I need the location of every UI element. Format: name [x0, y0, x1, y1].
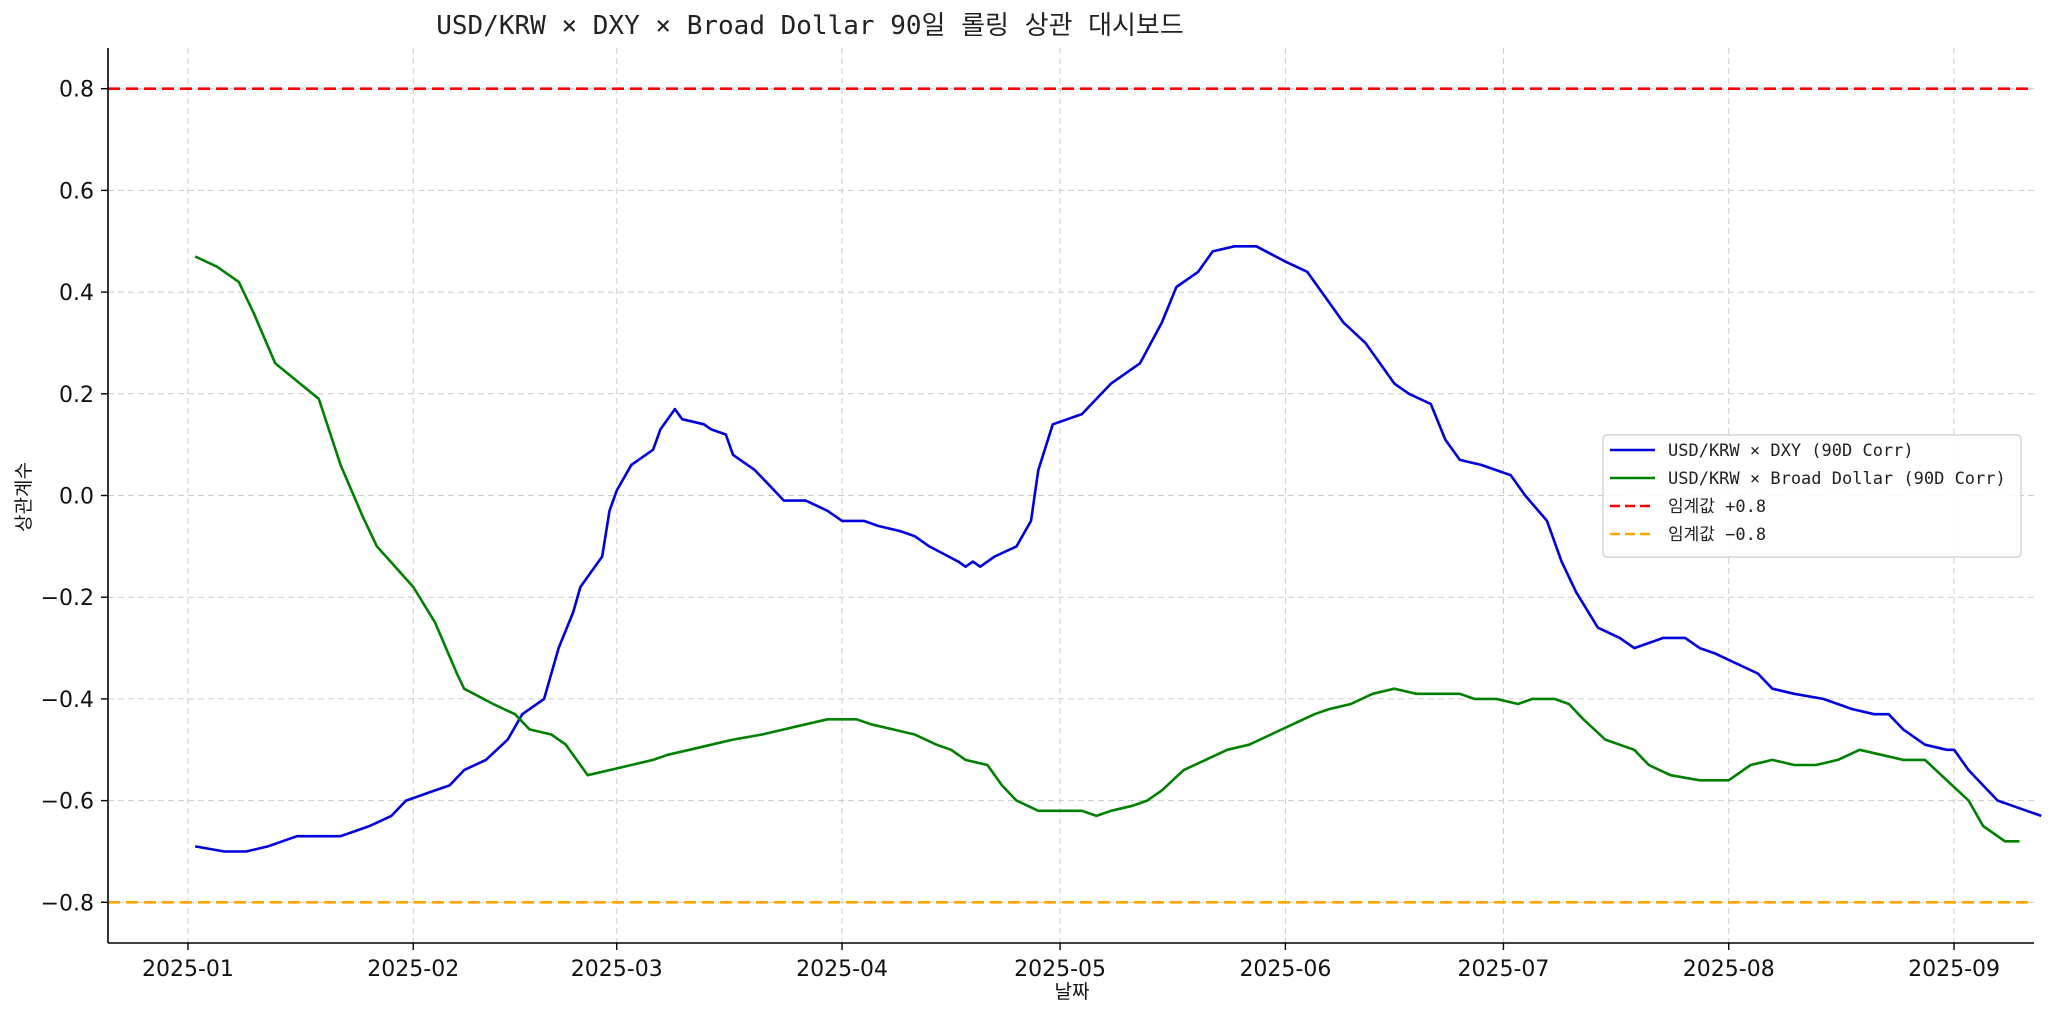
grid-layer [108, 48, 2034, 943]
x-tick-label: 2025-07 [1457, 957, 1549, 982]
x-tick-label: 2025-06 [1239, 957, 1331, 982]
x-tick-label: 2025-05 [1014, 957, 1106, 982]
y-tick-label: 0.6 [59, 179, 94, 204]
legend: USD/KRW × DXY (90D Corr) USD/KRW × Broad … [1602, 434, 2022, 558]
axes-layer: 2025-01 2025-02 2025-03 2025-04 2025-05 2025-… [41, 48, 2034, 982]
y-tick-label: −0.8 [41, 891, 94, 916]
y-tick-label: 0.4 [59, 281, 94, 306]
x-tick-label: 2025-01 [142, 957, 234, 982]
y-tick-label: −0.6 [41, 790, 94, 815]
x-tick-label: 2025-04 [796, 957, 888, 982]
legend-frame [1602, 434, 2022, 558]
legend-entry-label: 임계값 +0.8 [1668, 497, 1766, 517]
legend-entry-label: 임계값 −0.8 [1668, 525, 1766, 545]
chart-title: USD/KRW × DXY × Broad Dollar 90일 롤링 상관 대… [436, 11, 1184, 41]
y-tick-label: 0.0 [59, 485, 94, 510]
y-tick-label: −0.4 [41, 688, 94, 713]
y-tick-label: 0.8 [59, 78, 94, 103]
legend-entry-label: USD/KRW × Broad Dollar (90D Corr) [1668, 469, 2006, 489]
series-line-1 [194, 255, 2020, 843]
y-axis-label: 상관계수 [13, 462, 35, 532]
x-tick-label: 2025-03 [571, 957, 663, 982]
x-axis-label: 날짜 [1055, 981, 1090, 1003]
series-line-0 [194, 245, 2042, 853]
x-tick-label: 2025-02 [367, 957, 459, 982]
y-tick-label: −0.2 [41, 586, 94, 611]
series-layer [108, 87, 2042, 904]
x-tick-label: 2025-09 [1908, 957, 2000, 982]
legend-entry-label: USD/KRW × DXY (90D Corr) [1668, 441, 1914, 461]
x-tick-label: 2025-08 [1683, 957, 1775, 982]
y-tick-label: 0.2 [59, 383, 94, 408]
